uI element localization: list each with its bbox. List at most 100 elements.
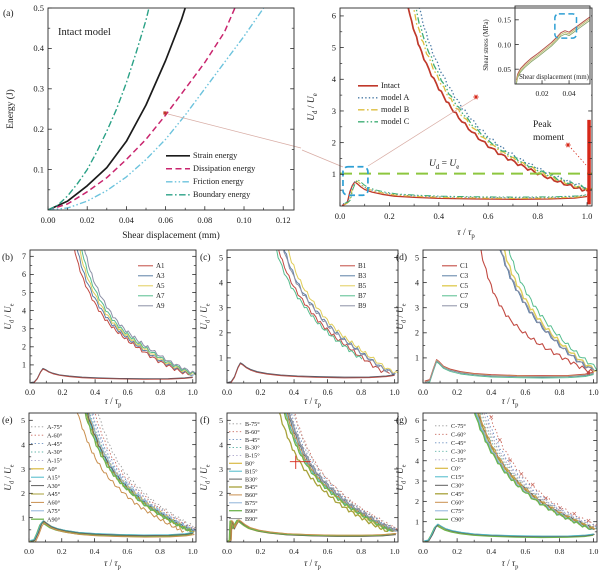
y-tick-label: 4 bbox=[415, 278, 419, 287]
panel-letter: (g) bbox=[396, 415, 407, 426]
y-tick-label: 0.3 bbox=[33, 84, 44, 94]
y-tick-label: 4 bbox=[22, 306, 26, 315]
legend-label: C-60° bbox=[451, 432, 466, 439]
x-tick-label: 0.6 bbox=[323, 547, 333, 556]
legend-label: B7 bbox=[358, 292, 367, 300]
legend-label: A1 bbox=[156, 262, 165, 270]
series-Intact bbox=[407, 8, 590, 192]
axes-frame bbox=[226, 249, 399, 384]
legend-label: A15° bbox=[47, 474, 61, 481]
point-marker bbox=[163, 111, 167, 115]
series-B90° bbox=[283, 413, 394, 532]
point-marker-x bbox=[572, 511, 577, 516]
y-tick-label: 3 bbox=[22, 325, 26, 334]
legend-label: C60° bbox=[451, 500, 464, 507]
legend-label: C-30° bbox=[451, 449, 466, 456]
y-tick-label: 4 bbox=[415, 457, 419, 466]
y-tick-label: 0.4 bbox=[33, 43, 44, 53]
y-tick-label: 3 bbox=[332, 106, 336, 116]
point-marker-x bbox=[519, 471, 524, 476]
x-tick-label: 0.06 bbox=[158, 215, 173, 225]
series-C75° bbox=[475, 413, 593, 530]
legend-label: C75° bbox=[451, 508, 464, 515]
legend-label: B60° bbox=[245, 492, 258, 499]
series-C7 bbox=[508, 250, 597, 371]
y-tick-label: 5 bbox=[415, 253, 419, 262]
x-tick-label: 0.0 bbox=[222, 388, 232, 397]
legend-label: A-75° bbox=[47, 424, 63, 431]
legend-label: C0° bbox=[451, 466, 461, 473]
x-tick-label: 0.02 bbox=[535, 89, 548, 98]
x-tick-label: 0.0 bbox=[418, 388, 428, 397]
x-tick-label: 0.4 bbox=[434, 211, 445, 221]
series-A-45° bbox=[92, 413, 196, 533]
legend-label: A30° bbox=[47, 483, 61, 490]
series-C-15° bbox=[483, 413, 597, 529]
x-tick-label: 0.04 bbox=[119, 215, 135, 225]
legend-label: A-60° bbox=[47, 432, 63, 439]
legend-label: B-75° bbox=[245, 421, 260, 428]
x-tick-label: 0.08 bbox=[197, 215, 212, 225]
legend-label: C-45° bbox=[451, 440, 466, 447]
x-tick-label: 0.2 bbox=[384, 211, 395, 221]
panel-d-chart: 0.0 0.2 0.4 0.6 0.8 1.0 1 2 3 4 5 τ / τp Ud / Ue C1 C3… bbox=[395, 249, 599, 409]
legend-label: A60° bbox=[47, 500, 61, 507]
x-tick-label: 0.8 bbox=[554, 388, 564, 397]
point-marker-x bbox=[530, 482, 535, 487]
plot-area bbox=[424, 250, 597, 383]
peak-moment-label: Peak bbox=[533, 120, 552, 130]
y-axis-label: Energy (J) bbox=[5, 89, 16, 129]
panel-letter: (e) bbox=[2, 415, 13, 426]
y-tick-label: 3 bbox=[21, 465, 25, 474]
plot-area bbox=[227, 250, 398, 383]
x-tick-label: 0.0 bbox=[418, 547, 428, 556]
legend-label: B9 bbox=[358, 302, 367, 310]
x-tick-label: 0.02 bbox=[80, 215, 95, 225]
axes-frame bbox=[29, 249, 197, 384]
y-axis-label: Ud / Ue bbox=[395, 464, 408, 490]
legend-label: A9 bbox=[156, 302, 165, 310]
legend-label: A-15° bbox=[47, 458, 63, 465]
x-axis-label: τ / τp bbox=[304, 558, 321, 571]
x-tick-label: 0.8 bbox=[356, 388, 366, 397]
y-tick-label: 5 bbox=[415, 436, 419, 445]
series-aux-curve bbox=[344, 179, 591, 204]
y-tick-label: 6 bbox=[332, 11, 336, 21]
series-aux-curve bbox=[423, 524, 593, 542]
panel-a-right-chart: Ud = Ue Peak moment 0.0 0.2 0.4 0.6 0.8 1.0 1 2 3 4 5… bbox=[301, 5, 593, 240]
legend-label: A75° bbox=[47, 508, 61, 515]
series-B-30° bbox=[288, 413, 398, 532]
series-C5 bbox=[503, 250, 597, 372]
series-C9 bbox=[500, 250, 595, 371]
series-aux-curve bbox=[30, 520, 194, 542]
x-axis-label: τ / τp bbox=[502, 396, 519, 409]
x-tick-label: 0.8 bbox=[155, 547, 165, 556]
x-tick-label: 0.04 bbox=[562, 89, 575, 98]
series-aux-curve bbox=[30, 368, 193, 383]
y-tick-label: 0.10 bbox=[498, 40, 511, 49]
plot-area bbox=[30, 250, 196, 383]
legend-label: C90° bbox=[451, 517, 464, 524]
x-tick-label: 0.2 bbox=[58, 388, 68, 397]
series-aux-curve bbox=[30, 520, 194, 542]
legend-label: Strain energy bbox=[193, 151, 238, 160]
series-C1 bbox=[480, 250, 595, 373]
star-marker bbox=[473, 94, 479, 100]
legend-label: A3 bbox=[156, 272, 165, 280]
panel-e-chart: 0.0 0.2 0.4 0.6 0.8 1.0 1 2 3 4 5 τ / τp Ud / Ue A-75… bbox=[2, 412, 198, 571]
series-A3 bbox=[76, 250, 194, 376]
y-tick-label: 5 bbox=[332, 42, 336, 52]
axes-frame bbox=[422, 249, 598, 384]
peak-arrow-line bbox=[570, 147, 587, 166]
x-tick-label: 0.0 bbox=[335, 211, 346, 221]
legend-label: A-30° bbox=[47, 449, 63, 456]
y-axis-label: Ud / Ue bbox=[395, 303, 408, 329]
x-tick-label: 0.2 bbox=[57, 547, 67, 556]
point-marker bbox=[586, 371, 591, 375]
y-axis-label: Ud / Ue bbox=[3, 464, 16, 490]
x-tick-label: 0.6 bbox=[122, 547, 132, 556]
series-aux-curve bbox=[341, 181, 588, 206]
x-tick-label: 0.0 bbox=[222, 547, 232, 556]
axes-frame bbox=[339, 7, 593, 207]
x-axis-label: τ / τp bbox=[105, 396, 122, 409]
